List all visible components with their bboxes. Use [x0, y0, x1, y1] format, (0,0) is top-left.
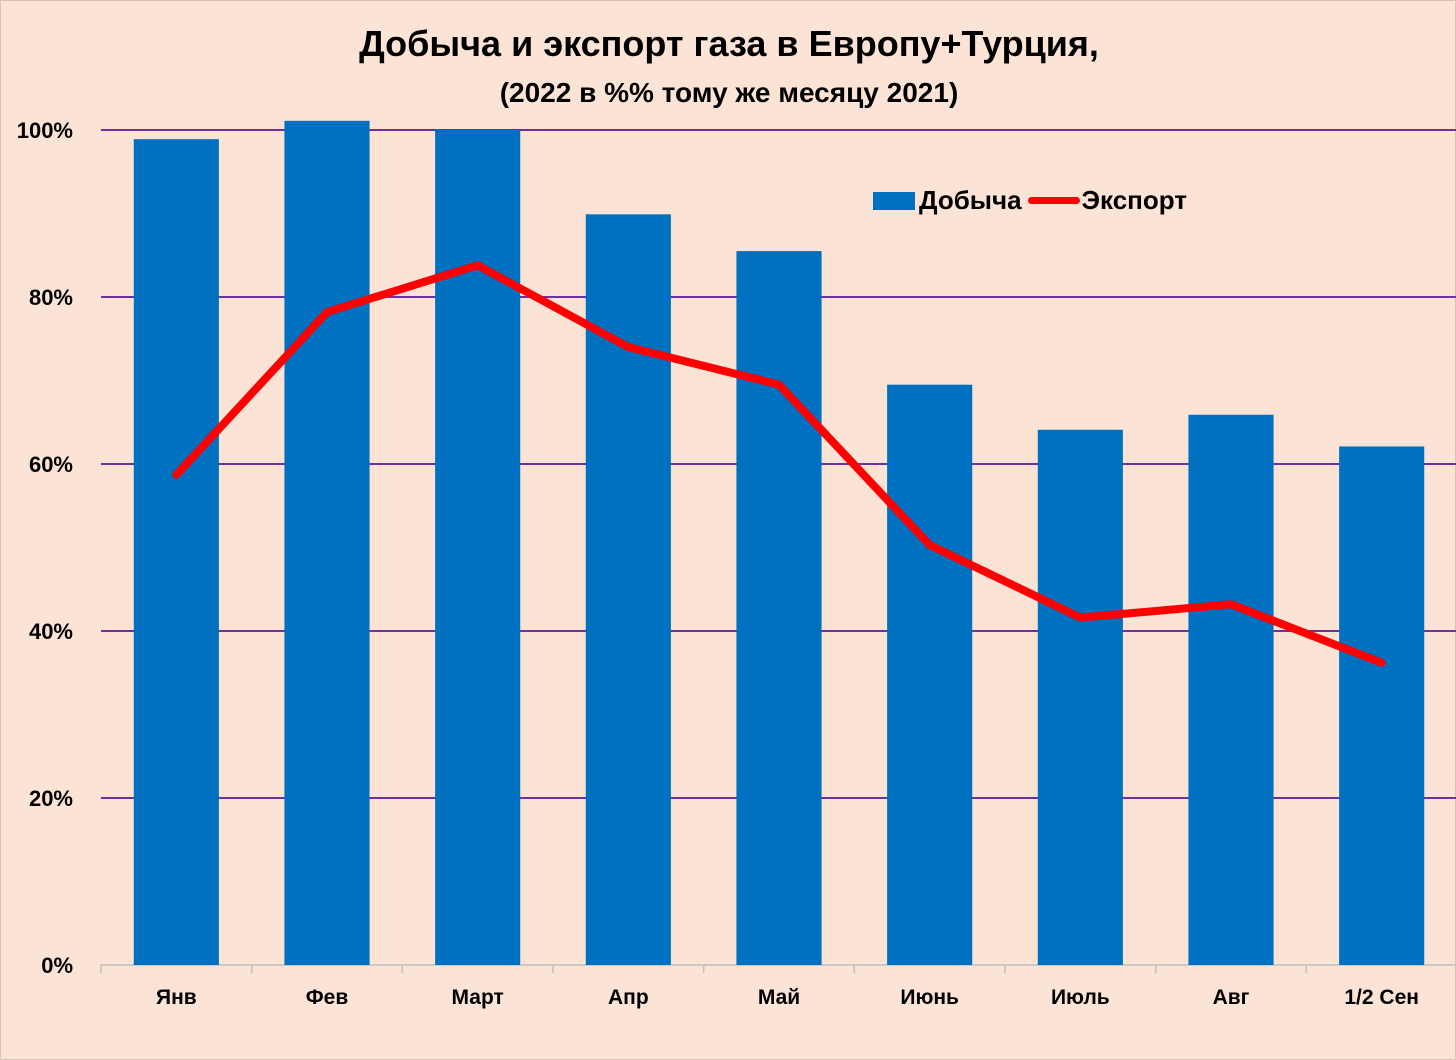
x-tick-label: Апр: [608, 986, 649, 1009]
point-export: [627, 346, 629, 348]
point-export: [477, 264, 479, 266]
x-tick-label: Май: [758, 986, 800, 1009]
bar-production: [1339, 446, 1425, 966]
y-tick-label: 100%: [17, 118, 73, 143]
legend-item-export: Экспорт: [1022, 185, 1188, 216]
chart-subtitle: (2022 в %% тому же месяцу 2021): [499, 77, 959, 108]
point-export: [1230, 603, 1232, 605]
x-tick-label: Янв: [156, 986, 197, 1009]
legend: Добыча Экспорт: [873, 185, 1187, 216]
x-tick-label: 1/2 Сен: [1344, 986, 1419, 1009]
point-export: [778, 384, 780, 386]
point-export: [1079, 617, 1081, 619]
x-tick-label: Авг: [1213, 986, 1250, 1009]
legend-swatch-export: [1027, 197, 1080, 204]
x-tick-label: Июнь: [900, 986, 959, 1009]
legend-swatch-production: [873, 191, 915, 210]
x-tick-label: Фев: [306, 986, 349, 1009]
line-export: [172, 261, 1386, 667]
point-export: [1381, 662, 1383, 664]
y-tick-label: 40%: [29, 619, 73, 644]
bar-production: [435, 130, 521, 965]
bar-production: [133, 139, 219, 965]
bar-production: [887, 384, 973, 965]
point-export: [929, 544, 931, 546]
y-tick-label: 80%: [29, 285, 73, 310]
bar-production: [1188, 414, 1274, 965]
legend-item-production: Добыча: [873, 185, 1022, 216]
bar-production: [585, 214, 671, 965]
chart-title: Добыча и экспорт газа в Европу+Турция,: [359, 23, 1099, 64]
point-export: [326, 311, 328, 313]
x-tick-label: Март: [452, 986, 504, 1009]
legend-label-production: Добыча: [919, 185, 1022, 215]
bar-production: [284, 120, 370, 965]
bar-production: [736, 251, 822, 965]
y-tick-label: 0%: [41, 953, 73, 978]
legend-label-export: Экспорт: [1081, 185, 1188, 215]
y-tick-label: 60%: [29, 452, 73, 477]
x-tick-label: Июль: [1051, 986, 1110, 1009]
y-tick-label: 20%: [29, 786, 73, 811]
bar-production: [1037, 429, 1123, 965]
point-export: [175, 474, 177, 476]
